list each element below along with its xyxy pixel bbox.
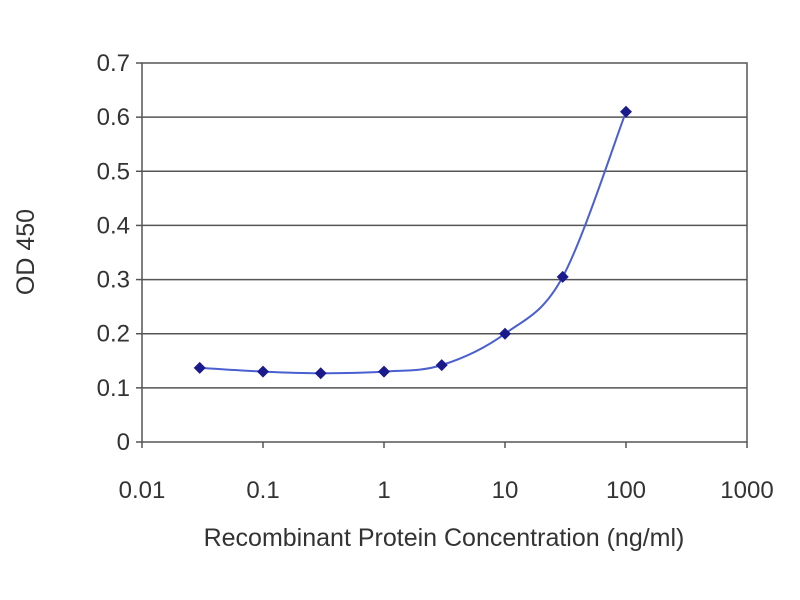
data-point <box>314 367 327 380</box>
data-points <box>193 105 632 380</box>
y-tick-label: 0 <box>117 429 130 456</box>
y-tick-label: 0.6 <box>97 104 130 131</box>
y-tick-label: 0.2 <box>97 321 130 348</box>
y-tick-label: 0.5 <box>97 158 130 185</box>
x-tick-label: 10 <box>492 477 519 504</box>
data-point <box>378 365 390 378</box>
y-tick-label: 0.7 <box>97 50 130 77</box>
data-point <box>620 105 632 118</box>
y-axis-tick-labels: 0 0.1 0.2 0.3 0.4 0.5 0.6 0.7 <box>97 50 142 456</box>
y-tick-label: 0.3 <box>97 267 130 294</box>
x-tick-label: 0.01 <box>119 477 166 504</box>
plot-area <box>141 62 748 443</box>
y-axis-title: OD 450 <box>12 209 40 295</box>
data-point <box>193 361 206 374</box>
x-tick-label: 100 <box>606 477 646 504</box>
y-tick-label: 0.1 <box>97 375 130 402</box>
data-point <box>556 270 569 283</box>
y-tick-label: 0.4 <box>97 212 130 239</box>
x-tick-label: 1 <box>377 477 390 504</box>
data-point <box>257 365 269 378</box>
gridlines <box>142 116 747 389</box>
x-tick-label: 0.1 <box>246 477 279 504</box>
x-tick-label: 1000 <box>720 477 773 504</box>
x-axis-title: Recombinant Protein Concentration (ng/ml… <box>204 524 685 552</box>
data-point <box>435 359 448 372</box>
x-axis-tick-labels: 0.01 0.1 1 10 100 1000 <box>119 442 774 504</box>
data-point <box>499 327 511 340</box>
